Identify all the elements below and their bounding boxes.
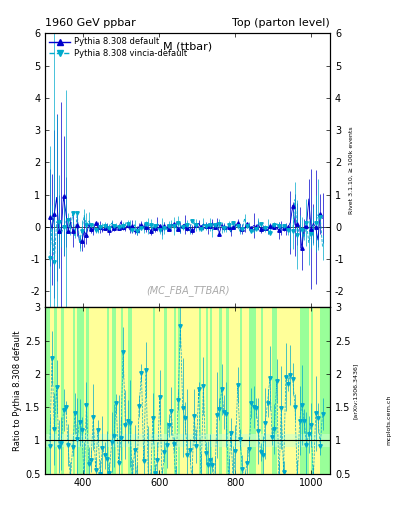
Bar (229, 307, 231, 474)
Bar (284, 307, 286, 474)
Bar (57, 307, 59, 474)
Bar (281, 307, 284, 474)
Text: 1960 GeV ppbar: 1960 GeV ppbar (45, 18, 136, 28)
Bar (265, 307, 268, 474)
Bar (123, 307, 125, 474)
Bar (59, 307, 61, 474)
Bar (203, 307, 206, 474)
Bar (162, 307, 164, 474)
Bar (295, 307, 298, 474)
Bar (183, 307, 185, 474)
Bar (93, 307, 95, 474)
Bar (224, 307, 226, 474)
Y-axis label: [arXiv:1306.3436]: [arXiv:1306.3436] (353, 362, 358, 419)
Legend: Pythia 8.308 default, Pythia 8.308 vincia-default: Pythia 8.308 default, Pythia 8.308 vinci… (48, 36, 188, 59)
Bar (105, 307, 107, 474)
Bar (68, 307, 70, 474)
Bar (134, 307, 137, 474)
Bar (247, 307, 249, 474)
Bar (100, 307, 103, 474)
Bar (288, 307, 290, 474)
Bar (290, 307, 293, 474)
Bar (148, 307, 151, 474)
Bar (244, 307, 247, 474)
Y-axis label: Rivet 3.1.10, ≥ 100k events: Rivet 3.1.10, ≥ 100k events (349, 126, 354, 214)
Text: mcplots.cern.ch: mcplots.cern.ch (386, 395, 391, 445)
Bar (313, 307, 316, 474)
Bar (160, 307, 162, 474)
Bar (151, 307, 153, 474)
Bar (185, 307, 187, 474)
Bar (222, 307, 224, 474)
Bar (95, 307, 98, 474)
Bar (318, 307, 320, 474)
Y-axis label: Ratio to Pythia 8.308 default: Ratio to Pythia 8.308 default (13, 330, 22, 451)
Bar (137, 307, 139, 474)
Bar (235, 307, 238, 474)
Bar (208, 307, 210, 474)
Bar (64, 307, 66, 474)
Bar (84, 307, 86, 474)
Bar (258, 307, 261, 474)
Bar (180, 307, 183, 474)
Bar (270, 307, 272, 474)
Bar (309, 307, 311, 474)
Bar (45, 434, 330, 447)
Bar (316, 307, 318, 474)
Bar (132, 307, 134, 474)
Bar (141, 307, 144, 474)
Bar (167, 307, 169, 474)
Bar (263, 307, 265, 474)
Bar (256, 307, 258, 474)
Bar (279, 307, 281, 474)
Bar (171, 307, 174, 474)
Bar (50, 307, 52, 474)
Bar (286, 307, 288, 474)
Bar (109, 307, 112, 474)
Text: Top (parton level): Top (parton level) (232, 18, 330, 28)
Bar (293, 307, 295, 474)
Bar (52, 307, 54, 474)
Bar (146, 307, 148, 474)
Bar (158, 307, 160, 474)
Bar (139, 307, 141, 474)
Bar (277, 307, 279, 474)
Bar (119, 307, 121, 474)
Bar (215, 307, 217, 474)
Bar (238, 307, 240, 474)
Bar (213, 307, 215, 474)
Bar (155, 307, 158, 474)
Bar (233, 307, 235, 474)
Bar (169, 307, 171, 474)
Bar (201, 307, 203, 474)
Bar (192, 307, 194, 474)
Text: (MC_FBA_TTBAR): (MC_FBA_TTBAR) (146, 286, 230, 296)
Bar (98, 307, 100, 474)
Bar (231, 307, 233, 474)
Bar (187, 307, 189, 474)
Bar (89, 307, 91, 474)
Text: M (ttbar): M (ttbar) (163, 41, 212, 52)
Bar (103, 307, 105, 474)
Bar (70, 307, 73, 474)
Bar (242, 307, 244, 474)
Bar (217, 307, 219, 474)
Bar (268, 307, 270, 474)
Bar (194, 307, 196, 474)
Bar (298, 307, 299, 474)
Bar (116, 307, 119, 474)
Bar (144, 307, 146, 474)
Bar (75, 307, 77, 474)
Bar (189, 307, 192, 474)
Bar (91, 307, 93, 474)
Bar (125, 307, 128, 474)
Bar (176, 307, 178, 474)
Bar (66, 307, 68, 474)
Bar (196, 307, 199, 474)
